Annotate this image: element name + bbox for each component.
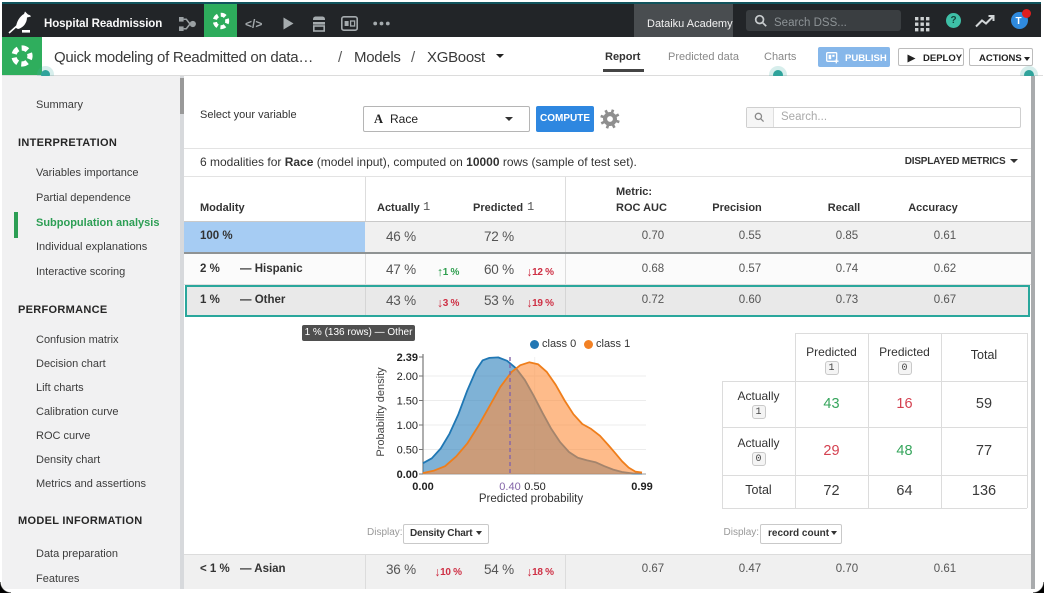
svg-text:0.50: 0.50 — [524, 481, 545, 493]
svg-text:0.00: 0.00 — [412, 481, 433, 493]
svg-text:2.39: 2.39 — [397, 352, 418, 364]
svg-text:0.99: 0.99 — [631, 481, 652, 493]
svg-text:1.00: 1.00 — [397, 420, 418, 432]
svg-text:0.50: 0.50 — [397, 445, 418, 457]
svg-text:Predicted probability: Predicted probability — [479, 493, 583, 505]
svg-text:1.50: 1.50 — [397, 396, 418, 408]
svg-text:2.00: 2.00 — [397, 371, 418, 383]
svg-text:Probability density: Probability density — [375, 367, 387, 457]
svg-text:0.40: 0.40 — [499, 481, 520, 493]
svg-text:0.00: 0.00 — [397, 469, 418, 481]
